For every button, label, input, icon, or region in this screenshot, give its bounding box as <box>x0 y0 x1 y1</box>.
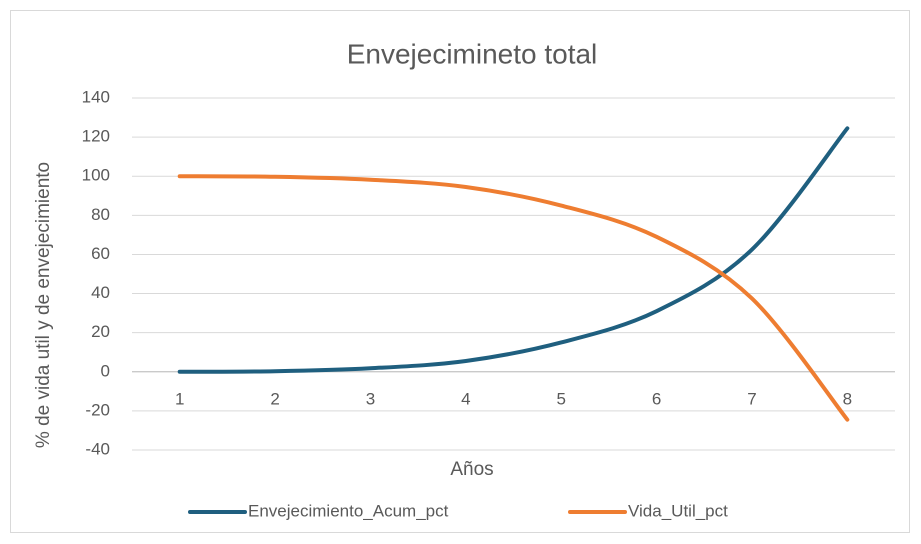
y-tick-label: 120 <box>82 127 110 146</box>
chart-title: Envejecimineto total <box>347 38 598 69</box>
y-tick-label: 100 <box>82 166 110 185</box>
y-tick-label: 80 <box>91 205 110 224</box>
y-tick-label: -20 <box>85 400 110 419</box>
x-axis-label: Años <box>450 459 493 480</box>
x-tick-label: 7 <box>747 389 756 408</box>
x-tick-label: 5 <box>556 389 565 408</box>
y-tick-label: 0 <box>101 361 110 380</box>
y-tick-label: 60 <box>91 244 110 263</box>
line-series <box>177 174 850 422</box>
x-tick-label: 1 <box>175 389 184 408</box>
chart-border <box>10 10 910 533</box>
x-tick-label: 6 <box>652 389 661 408</box>
x-tick-label: 8 <box>843 389 852 408</box>
legend-label: Vida_Util_pct <box>628 501 728 520</box>
y-axis-label: % de vida util y de envejecimiento <box>33 162 54 448</box>
y-tick-label: 20 <box>91 322 110 341</box>
y-tick-label: 140 <box>82 87 110 106</box>
y-tick-label: -40 <box>85 439 110 458</box>
y-tick-label: 40 <box>91 283 110 302</box>
line-series <box>177 126 850 374</box>
x-tick-label: 3 <box>366 389 375 408</box>
x-tick-label: 4 <box>461 389 470 408</box>
legend-label: Envejecimiento_Acum_pct <box>248 501 449 520</box>
x-tick-label: 2 <box>270 389 279 408</box>
